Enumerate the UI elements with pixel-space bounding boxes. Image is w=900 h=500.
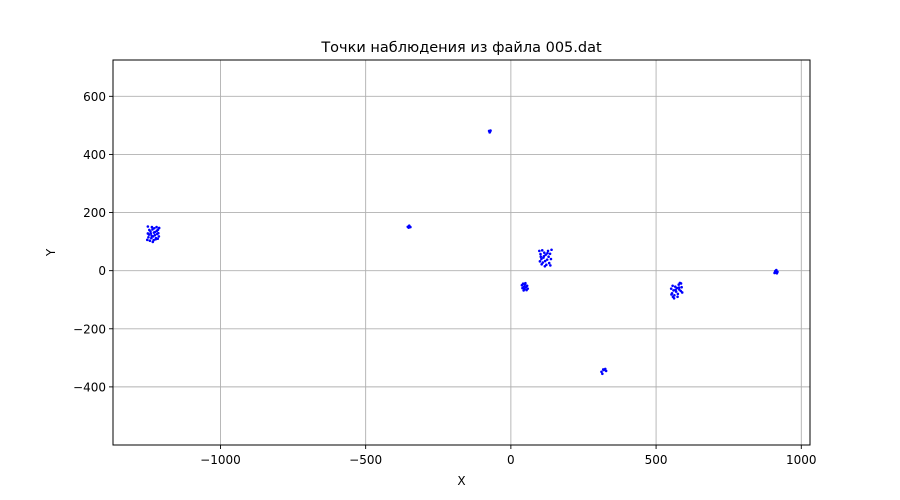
scatter-point bbox=[774, 269, 777, 273]
scatter-point bbox=[146, 232, 150, 235]
scatter-point bbox=[539, 252, 542, 256]
scatter-point bbox=[679, 282, 683, 285]
scatter-point bbox=[146, 225, 150, 228]
scatter-point bbox=[680, 285, 683, 289]
scatter-point bbox=[542, 251, 546, 254]
scatter-point bbox=[543, 265, 547, 268]
scatter-point bbox=[148, 239, 152, 243]
scatter-point bbox=[488, 131, 491, 134]
scatter-point bbox=[677, 286, 681, 289]
scatter-point bbox=[538, 249, 541, 253]
axis-ticks: −1000 −500 0 500 1000 −400 −200 0 200 400 600 bbox=[73, 90, 817, 467]
scatter-points bbox=[145, 129, 779, 376]
scatter-point bbox=[603, 367, 607, 371]
scatter-point bbox=[522, 285, 526, 288]
scatter-point bbox=[671, 284, 674, 288]
scatter-point bbox=[407, 226, 410, 229]
y-tick-label: 200 bbox=[83, 206, 106, 220]
scatter-point bbox=[543, 259, 547, 263]
scatter-point bbox=[157, 231, 160, 235]
plot-frame bbox=[112, 59, 811, 446]
scatter-point bbox=[547, 261, 551, 265]
scatter-point bbox=[157, 226, 161, 230]
scatter-point bbox=[544, 253, 548, 256]
scatter-point bbox=[156, 237, 160, 240]
scatter-point bbox=[151, 228, 154, 231]
scatter-point bbox=[152, 231, 156, 234]
scatter-point bbox=[522, 289, 525, 292]
x-tick-label: 500 bbox=[645, 453, 668, 467]
y-tick-label: 400 bbox=[83, 148, 106, 162]
scatter-point bbox=[154, 237, 157, 241]
y-tick-label: 0 bbox=[98, 264, 106, 278]
scatter-point bbox=[676, 295, 679, 299]
y-tick-label: 600 bbox=[83, 90, 106, 104]
x-tick-label: 1000 bbox=[786, 453, 817, 467]
scatter-point bbox=[675, 286, 679, 290]
scatter-point bbox=[150, 234, 153, 238]
scatter-point bbox=[604, 369, 608, 373]
scatter-point bbox=[526, 287, 530, 290]
scatter-point bbox=[155, 229, 159, 233]
x-tick-label: 0 bbox=[507, 453, 515, 467]
scatter-point bbox=[601, 368, 605, 371]
x-tick-label: −500 bbox=[349, 453, 382, 467]
scatter-point bbox=[680, 291, 684, 294]
scatter-point bbox=[150, 236, 153, 240]
y-axis-label: Y bbox=[44, 248, 58, 257]
scatter-point bbox=[546, 249, 550, 253]
scatter-point bbox=[545, 258, 549, 261]
scatter-point bbox=[542, 254, 546, 258]
scatter-point bbox=[149, 230, 152, 233]
scatter-point bbox=[549, 264, 552, 267]
scatter-point bbox=[524, 281, 527, 285]
scatter-point bbox=[150, 225, 154, 229]
scatter-point bbox=[539, 255, 543, 259]
scatter-point bbox=[521, 282, 525, 286]
scatter-point bbox=[669, 287, 673, 290]
scatter-point bbox=[546, 251, 549, 255]
scatter-point bbox=[674, 288, 677, 292]
scatter-point bbox=[601, 372, 604, 376]
scatter-point bbox=[538, 260, 542, 263]
scatter-point bbox=[670, 293, 673, 296]
grid bbox=[113, 60, 810, 445]
scatter-point bbox=[672, 289, 675, 292]
scatter-point bbox=[540, 262, 543, 266]
scatter-point bbox=[157, 235, 161, 238]
scatter-point bbox=[540, 257, 543, 261]
scatter-point bbox=[151, 240, 155, 244]
scatter-point bbox=[673, 285, 677, 288]
scatter-point bbox=[145, 238, 149, 242]
scatter-point bbox=[550, 248, 553, 252]
scatter-point bbox=[147, 235, 150, 239]
scatter-point bbox=[155, 225, 158, 229]
scatter-point bbox=[547, 255, 550, 259]
scatter-point bbox=[676, 292, 680, 296]
chart-title: Точки наблюдения из файла 005.dat bbox=[320, 40, 602, 56]
y-tick-label: −200 bbox=[73, 322, 106, 336]
y-tick-label: −400 bbox=[73, 380, 106, 394]
scatter-point bbox=[548, 252, 552, 256]
scatter-point bbox=[776, 270, 779, 274]
scatter-point bbox=[153, 233, 157, 237]
scatter-point bbox=[672, 296, 676, 300]
x-axis-label: X bbox=[457, 474, 465, 488]
scatter-point bbox=[540, 249, 544, 252]
scatter-point bbox=[549, 257, 553, 261]
x-tick-label: −1000 bbox=[200, 453, 241, 467]
scatter-point bbox=[673, 294, 676, 297]
scatter-point bbox=[600, 370, 603, 374]
scatter-point bbox=[525, 284, 529, 288]
